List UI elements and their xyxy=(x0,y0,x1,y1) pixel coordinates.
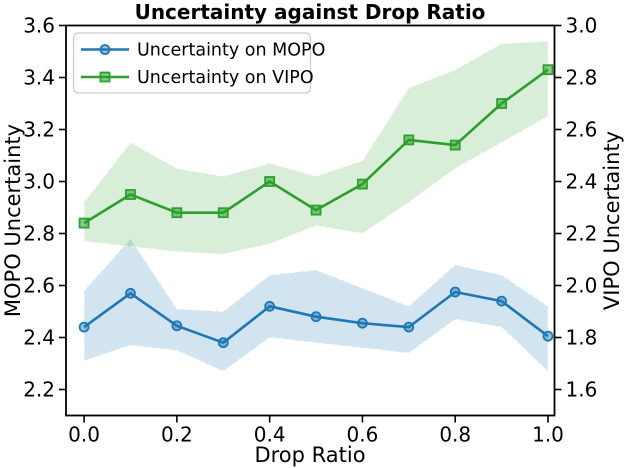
data-point-vipo xyxy=(357,178,368,190)
data-point-vipo xyxy=(125,189,136,200)
right-tick-label: 2.6 xyxy=(566,118,598,142)
data-point-mopo xyxy=(171,320,183,332)
confidence-band-vipo xyxy=(84,41,548,255)
data-point-vipo xyxy=(542,64,554,76)
data-point-mopo xyxy=(357,317,368,329)
confidence-bands xyxy=(83,40,549,373)
data-point-mopo xyxy=(449,286,461,298)
legend-label-mopo: Uncertainty on MOPO xyxy=(137,41,325,61)
x-axis-label: Drop Ratio xyxy=(254,443,365,467)
data-point-mopo xyxy=(403,321,415,333)
data-point-mopo xyxy=(264,300,276,312)
y-axis-label-left: MOPO Uncertainty xyxy=(1,124,25,317)
data-point-vipo xyxy=(403,134,415,146)
data-point-vipo xyxy=(171,207,183,219)
right-tick-label: 2.0 xyxy=(566,274,598,298)
confidence-band-edge xyxy=(83,237,549,373)
legend-square-marker-icon xyxy=(99,71,111,83)
x-tick-label: 1.0 xyxy=(532,423,564,447)
confidence-band-edge xyxy=(83,40,549,255)
left-tick-label: 3.0 xyxy=(23,170,55,194)
right-tick-label: 1.8 xyxy=(566,326,598,350)
right-tick-label: 3.0 xyxy=(566,14,598,38)
left-tick-label: 3.4 xyxy=(23,66,55,90)
x-tick-label: 0.2 xyxy=(161,423,193,447)
left-tick-label: 3.2 xyxy=(23,118,55,142)
left-tick-label: 2.8 xyxy=(23,222,55,246)
data-point-vipo xyxy=(264,176,276,187)
right-tick-label: 2.8 xyxy=(566,66,598,90)
legend-entry-mopo: Uncertainty on MOPO xyxy=(81,41,325,61)
left-tick-label: 3.6 xyxy=(23,14,55,38)
right-tick-label: 1.6 xyxy=(566,378,598,402)
right-tick-label: 2.4 xyxy=(566,170,598,194)
right-tick-label: 2.2 xyxy=(566,222,598,246)
data-point-mopo xyxy=(496,295,508,307)
legend-label-vipo: Uncertainty on VIPO xyxy=(137,68,314,88)
x-tick-label: 0.4 xyxy=(254,423,286,447)
left-tick-label: 2.4 xyxy=(23,326,55,350)
chart-title: Uncertainty against Drop Ratio xyxy=(135,0,486,24)
left-tick-label: 2.6 xyxy=(23,274,55,298)
x-tick-label: 0.6 xyxy=(347,423,379,447)
data-point-vipo xyxy=(310,204,322,216)
data-point-mopo xyxy=(217,337,229,349)
x-tick-label: 0.8 xyxy=(439,423,471,447)
x-tick-label: 0.0 xyxy=(68,423,100,447)
data-point-vipo xyxy=(496,98,508,109)
data-point-mopo xyxy=(310,311,322,323)
data-point-mopo xyxy=(78,321,90,333)
data-series xyxy=(78,64,554,349)
legend: Uncertainty on MOPO Uncertainty on VIPO xyxy=(72,32,325,94)
left-tick-label: 2.2 xyxy=(23,378,55,402)
plot-border xyxy=(65,24,556,417)
confidence-band-mopo xyxy=(84,238,548,372)
legend-circle-marker-icon xyxy=(99,44,111,55)
data-point-vipo xyxy=(217,207,229,219)
data-point-mopo xyxy=(542,330,554,342)
data-point-vipo xyxy=(449,139,461,151)
data-point-vipo xyxy=(78,217,90,229)
line-mopo xyxy=(83,290,549,345)
legend-box xyxy=(72,32,312,94)
legend-entry-vipo: Uncertainty on VIPO xyxy=(81,68,314,88)
axis-ticks: 2.2 2.4 2.6 2.8 3.0 3.2 3.4 3.6 1.6 1.8 2.0 2.2 2.4 2… xyxy=(23,14,597,447)
data-point-mopo xyxy=(125,287,136,299)
y-axis-label-right: VIPO Uncertainty xyxy=(600,131,624,310)
